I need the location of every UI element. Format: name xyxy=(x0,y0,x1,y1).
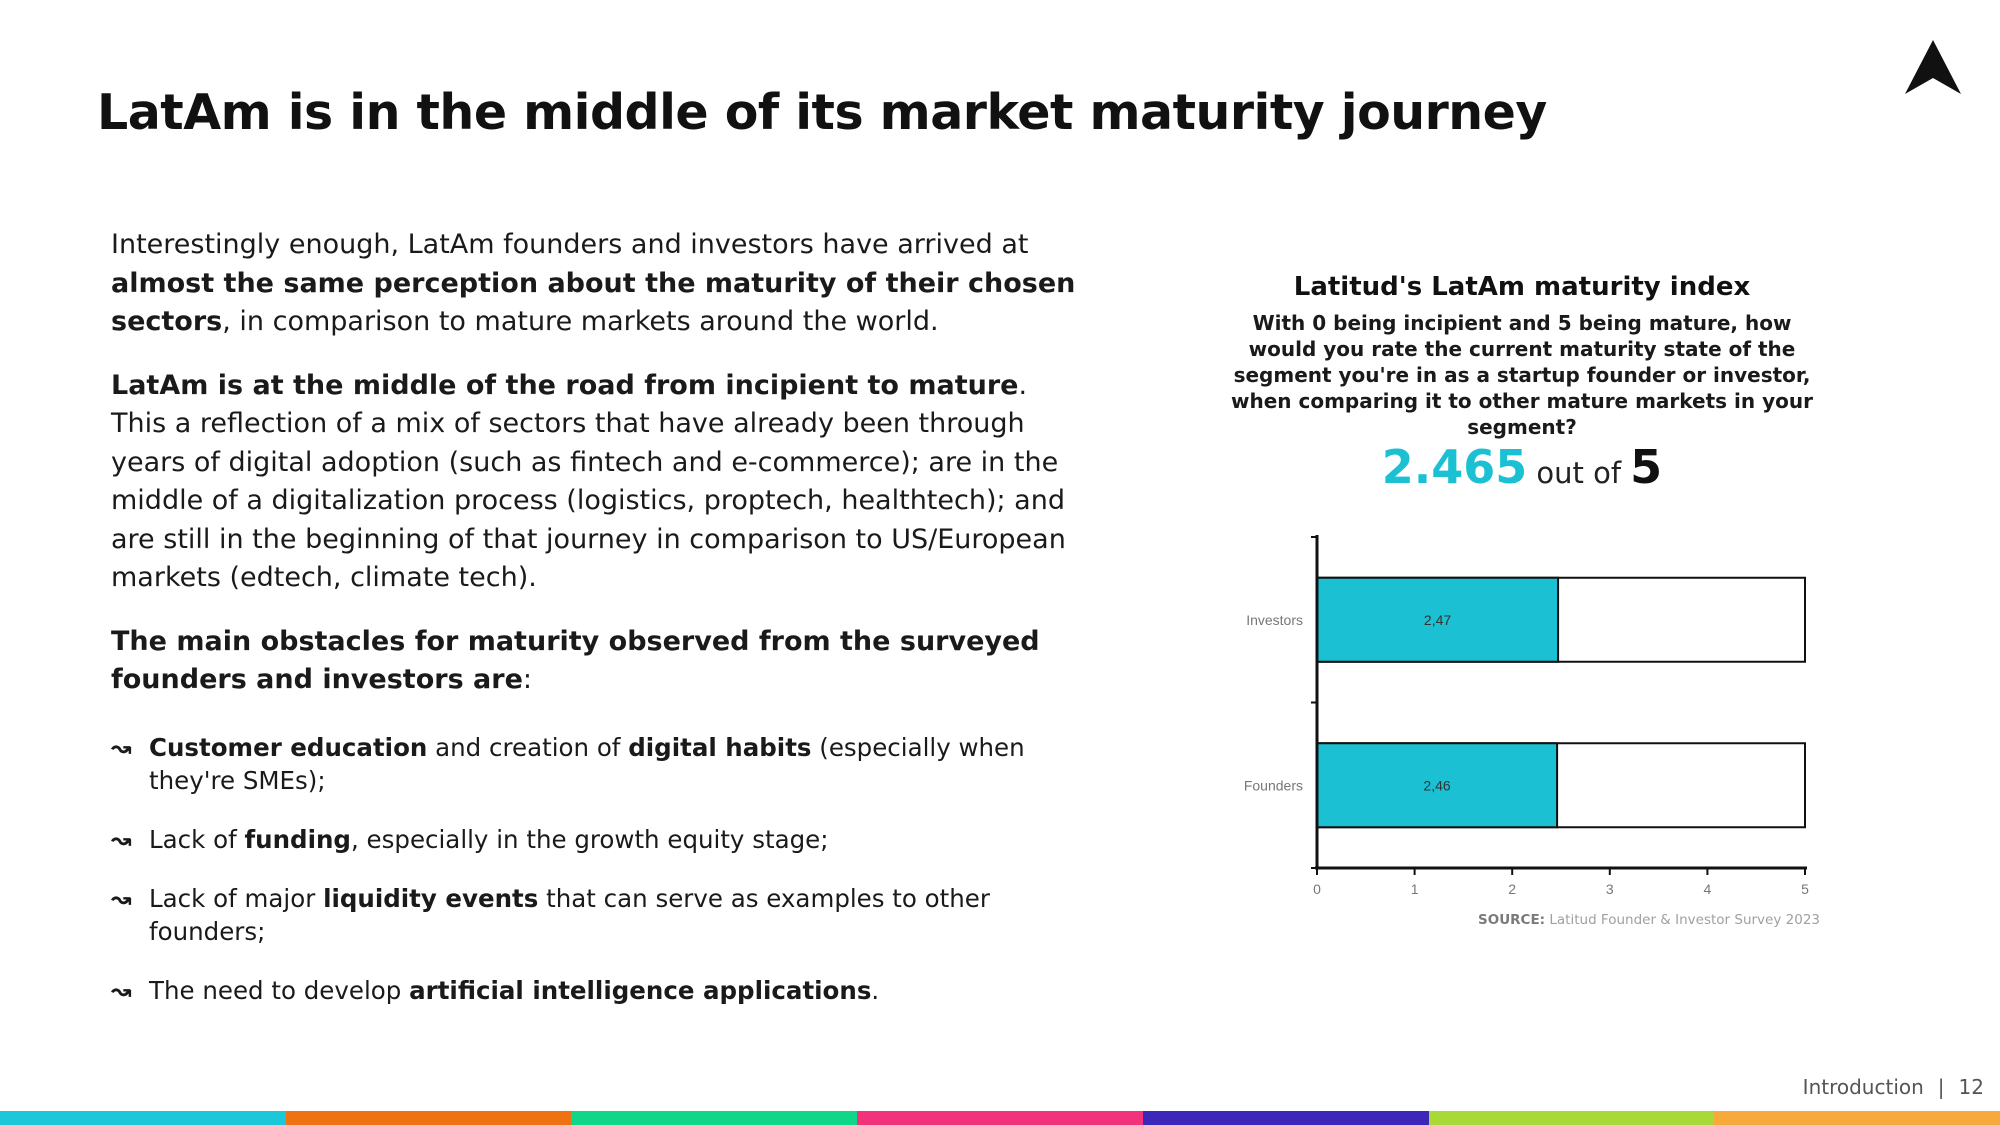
bar-founders xyxy=(1316,742,1559,829)
footer-section: Introduction xyxy=(1802,1075,1924,1099)
stripe-segment-7 xyxy=(1714,1111,2000,1125)
x-tick-label-4: 4 xyxy=(1704,881,1712,897)
maturity-score: 2.465 out of 5 xyxy=(1222,440,1822,494)
chart-heading: Latitud's LatAm maturity index With 0 be… xyxy=(1222,272,1822,440)
score-max: 5 xyxy=(1630,440,1663,494)
arrow-bullet-icon: ↝ xyxy=(111,883,132,913)
stripe-segment-1 xyxy=(0,1111,286,1125)
list-item: ↝ Lack of funding, especially in the gro… xyxy=(111,824,829,854)
footer: Introduction | 12 xyxy=(1803,1075,1984,1099)
arrow-bullet-icon: ↝ xyxy=(111,824,132,854)
page-number: 12 xyxy=(1958,1075,1984,1099)
list-item: ↝ Lack of major liquidity events that ca… xyxy=(111,883,990,946)
data-label-investors: 2,47 xyxy=(1424,612,1451,628)
arrow-bullet-icon: ↝ xyxy=(111,975,132,1005)
brand-color-stripe xyxy=(0,1111,2000,1125)
stripe-segment-2 xyxy=(285,1111,572,1125)
stripe-segment-6 xyxy=(1428,1111,1715,1125)
data-label-founders: 2,46 xyxy=(1423,777,1450,793)
stripe-segment-3 xyxy=(571,1111,858,1125)
x-tick-label-1: 1 xyxy=(1411,881,1419,897)
x-tick-label-0: 0 xyxy=(1313,881,1321,897)
x-tick-label-3: 3 xyxy=(1606,881,1614,897)
bar-investors xyxy=(1316,576,1560,663)
obstacle-list: ↝ Customer education and creation of dig… xyxy=(111,731,1086,1007)
slide-title: LatAm is in the middle of its market mat… xyxy=(97,84,1547,141)
category-label-investors: Investors xyxy=(1246,612,1303,628)
stripe-segment-5 xyxy=(1142,1111,1429,1125)
latitud-logo-icon xyxy=(1905,40,1961,94)
x-tick-label-5: 5 xyxy=(1801,881,1809,897)
stripe-segment-4 xyxy=(857,1111,1143,1125)
intro-paragraph-2: LatAm is at the middle of the road from … xyxy=(111,369,1066,594)
list-item: ↝ Customer education and creation of dig… xyxy=(111,732,1025,795)
intro-paragraph-3: The main obstacles for maturity observed… xyxy=(111,625,1040,696)
source-note: SOURCE: Latitud Founder & Investor Surve… xyxy=(1478,912,1820,928)
intro-paragraph-1: Interestingly enough, LatAm founders and… xyxy=(111,229,1076,337)
arrow-bullet-icon: ↝ xyxy=(111,732,132,762)
score-separator: out of xyxy=(1536,456,1622,490)
x-tick-label-2: 2 xyxy=(1508,881,1516,897)
maturity-bar-chart: 2,47 Investors 2,46 Founders 0 1 2 3 4 5 xyxy=(1244,535,1809,897)
category-label-founders: Founders xyxy=(1244,777,1303,793)
footer-separator: | xyxy=(1937,1075,1945,1099)
body-text: Interestingly enough, LatAm founders and… xyxy=(111,226,1086,1033)
list-item: ↝ The need to develop artificial intelli… xyxy=(111,975,880,1005)
score-value: 2.465 xyxy=(1381,440,1528,494)
chart-title: Latitud's LatAm maturity index xyxy=(1293,272,1751,302)
chart-question: With 0 being incipient and 5 being matur… xyxy=(1231,311,1813,439)
